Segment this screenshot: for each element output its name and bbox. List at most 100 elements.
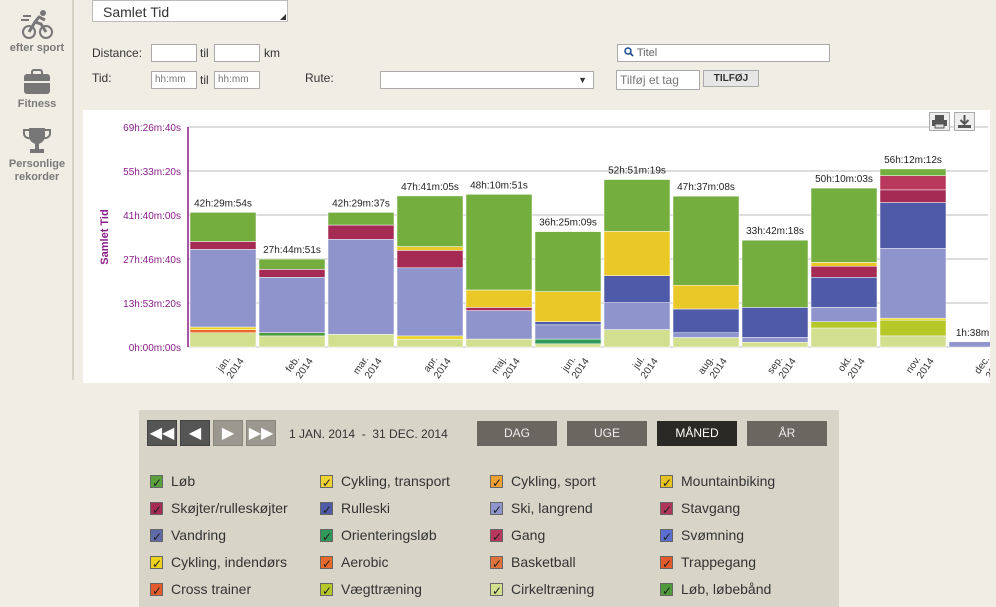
legend-checkbox[interactable]: ✓ [150,502,163,517]
checkmark-icon: ✓ [662,557,673,571]
legend-checkbox[interactable]: ✓ [490,583,503,598]
legend-item[interactable]: ✓ Ski, langrend [490,499,593,517]
legend-checkbox[interactable]: ✓ [660,556,673,571]
bar-segment [534,338,602,345]
time-to-input[interactable]: hh:mm [214,71,260,89]
bar-segment [741,239,809,308]
download-button[interactable] [954,112,975,131]
route-select[interactable]: ▼ [380,71,594,89]
period-day-button[interactable]: DAG [477,421,557,446]
legend-checkbox[interactable]: ✓ [320,502,333,517]
bar-segment [603,179,671,232]
bar-total-label: 50h:10m:03s [815,174,873,185]
legend-item[interactable]: ✓ Cykling, transport [320,472,450,490]
legend-item[interactable]: ✓ Rulleski [320,499,390,517]
bar-segment [189,249,257,328]
distance-to-input[interactable] [214,44,260,62]
bar-segment [396,195,464,247]
period-month-button[interactable]: MÅNED [657,421,737,446]
sidebar-item-sport[interactable]: efter sport [0,8,74,55]
legend-item[interactable]: ✓ Aerobic [320,553,388,571]
chart-panel: 0h:00m:00s 13h:53m:20s 27h:46m:40s 41h:40m:… [83,110,990,383]
y-axis-label: Samlet Tid [99,209,111,264]
bar-segment [879,335,947,348]
bar-segment [465,307,533,311]
legend-checkbox[interactable]: ✓ [490,475,503,490]
last-period-button[interactable]: ▶▶ [246,420,276,446]
bar-segment [879,189,947,203]
y-tick-label: 13h:53m:20s [123,299,181,310]
time-from-input[interactable]: hh:mm [151,71,197,89]
period-week-button[interactable]: UGE [567,421,647,446]
legend-item[interactable]: ✓ Løb, løbebånd [660,580,771,598]
legend-checkbox[interactable]: ✓ [320,583,333,598]
metric-select[interactable]: Samlet Tid [92,0,288,22]
checkmark-icon: ✓ [662,503,673,517]
add-tag-button[interactable]: TILFØJ [703,70,759,87]
legend-checkbox[interactable]: ✓ [150,529,163,544]
distance-from-input[interactable] [151,44,197,62]
legend-checkbox[interactable]: ✓ [660,502,673,517]
x-tick-label: jul.2014 [629,349,661,381]
legend-item[interactable]: ✓ Vandring [150,526,226,544]
sidebar-item-fitness[interactable]: Fitness [0,68,74,111]
legend-label: Ski, langrend [511,500,593,516]
legend-checkbox[interactable]: ✓ [660,475,673,490]
legend-checkbox[interactable]: ✓ [660,529,673,544]
legend-checkbox[interactable]: ✓ [490,502,503,517]
bar-segment [948,341,990,348]
bar-segment [189,329,257,333]
legend-checkbox[interactable]: ✓ [320,475,333,490]
checkmark-icon: ✓ [662,476,673,490]
stacked-bar-chart: 0h:00m:00s 13h:53m:20s 27h:46m:40s 41h:40m:… [99,123,990,381]
bar-total-label: 36h:25m:09s [539,218,597,229]
legend-label: Basketball [511,554,576,570]
legend-item[interactable]: ✓ Svømning [660,526,744,544]
legend-checkbox[interactable]: ✓ [150,583,163,598]
y-tick-label: 41h:40m:00s [123,211,181,222]
double-right-icon: ▶▶ [248,425,274,442]
legend-item[interactable]: ✓ Løb [150,472,195,490]
tag-input[interactable]: Tilføj et tag [616,70,700,90]
legend-item[interactable]: ✓ Gang [490,526,545,544]
next-period-button[interactable]: ▶ [213,420,243,446]
legend-item[interactable]: ✓ Stavgang [660,499,740,517]
bar-segment [189,212,257,242]
legend-item[interactable]: ✓ Cirkeltræning [490,580,594,598]
legend-item[interactable]: ✓ Cross trainer [150,580,251,598]
print-button[interactable] [929,112,950,131]
prev-period-button[interactable]: ◀ [180,420,210,446]
title-search-input[interactable]: Titel [617,44,830,62]
bar-total-label: 42h:29m:37s [332,198,390,209]
period-year-button[interactable]: ÅR [747,421,827,446]
first-period-button[interactable]: ◀◀ [147,420,177,446]
legend-item[interactable]: ✓ Orienteringsløb [320,526,437,544]
legend-item[interactable]: ✓ Mountainbiking [660,472,775,490]
resize-corner-icon [280,14,286,20]
bar-segment [189,326,257,330]
bar-segment [534,324,602,340]
legend-checkbox[interactable]: ✓ [490,556,503,571]
legend-checkbox[interactable]: ✓ [150,556,163,571]
bar-segment [396,267,464,337]
bar-segment [741,307,809,338]
legend-item[interactable]: ✓ Trappegang [660,553,756,571]
legend-checkbox[interactable]: ✓ [320,556,333,571]
legend-checkbox[interactable]: ✓ [320,529,333,544]
legend-item[interactable]: ✓ Skøjter/rulleskøjter [150,499,288,517]
km-label: km [264,46,280,60]
checkmark-icon: ✓ [152,557,163,571]
legend-checkbox[interactable]: ✓ [150,475,163,490]
legend-checkbox[interactable]: ✓ [660,583,673,598]
legend-item[interactable]: ✓ Vægttræning [320,580,422,598]
legend-item[interactable]: ✓ Basketball [490,553,576,571]
sidebar-item-records[interactable]: Personlige rekorder [0,126,74,184]
bar-total-label: 1h:38m:13s [956,328,990,339]
bar-segment [879,175,947,191]
legend-item[interactable]: ✓ Cykling, sport [490,472,596,490]
bar-segment [396,335,464,340]
legend-item[interactable]: ✓ Cykling, indendørs [150,553,287,571]
legend-checkbox[interactable]: ✓ [490,529,503,544]
checkmark-icon: ✓ [492,503,503,517]
bar-segment [672,337,740,348]
